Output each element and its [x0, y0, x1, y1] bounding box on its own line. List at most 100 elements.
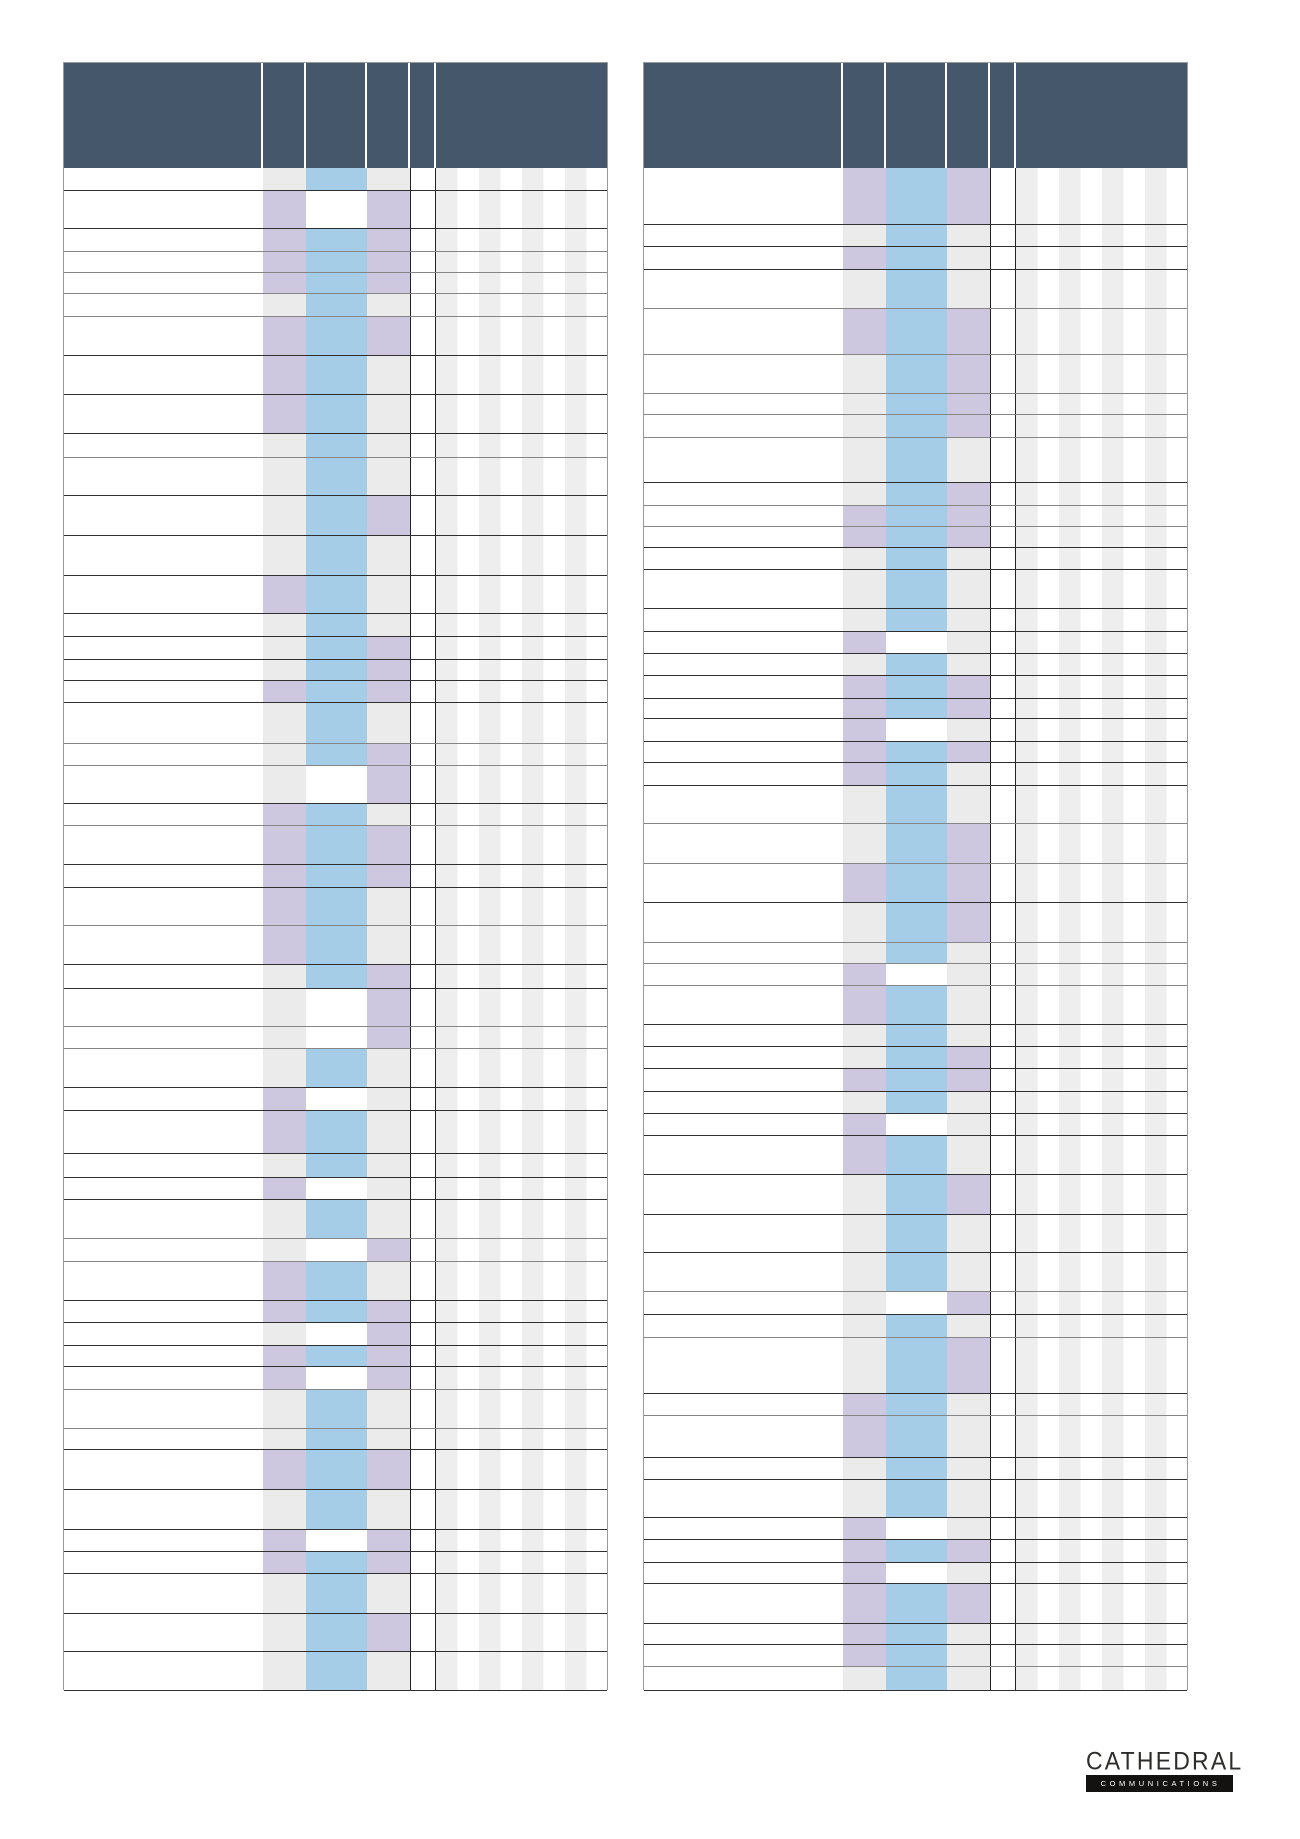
- cell-highlight-1: [263, 1652, 307, 1690]
- cell-highlight-2: [306, 356, 367, 394]
- cell-name: [644, 1563, 844, 1583]
- cell-striped: [435, 1530, 607, 1551]
- table-row: [644, 394, 1187, 415]
- table-row: [644, 1114, 1187, 1136]
- cell-name: [64, 1154, 264, 1177]
- cell-highlight-2: [886, 1540, 947, 1562]
- cell-highlight-3: [366, 681, 410, 702]
- cell-name: [644, 394, 844, 414]
- cell-highlight-3: [366, 865, 410, 887]
- table-row: [64, 1323, 607, 1346]
- cell-highlight-3: [946, 1292, 990, 1314]
- table-row: [64, 766, 607, 804]
- table-row: [644, 225, 1187, 247]
- cell-striped: [1015, 654, 1187, 675]
- cell-narrow: [409, 395, 436, 433]
- cell-striped: [1015, 225, 1187, 246]
- cell-striped: [435, 294, 607, 316]
- cell-highlight-2: [886, 483, 947, 505]
- table-row: [644, 609, 1187, 632]
- cell-highlight-1: [843, 1584, 887, 1623]
- services-matrix-table-right: [643, 62, 1188, 1691]
- cell-striped: [435, 229, 607, 251]
- cell-highlight-3: [366, 395, 410, 433]
- logo-wordmark: CATHEDRAL: [1086, 1746, 1244, 1775]
- cell-highlight-1: [263, 1367, 307, 1389]
- table-row: [64, 826, 607, 865]
- cell-name: [644, 1136, 844, 1174]
- cell-highlight-2: [886, 438, 947, 482]
- table-row: [644, 742, 1187, 763]
- table-row: [64, 888, 607, 926]
- cell-narrow: [409, 1390, 436, 1428]
- cell-highlight-3: [946, 1540, 990, 1562]
- cell-narrow: [989, 1480, 1016, 1517]
- table-row: [644, 309, 1187, 355]
- cell-highlight-3: [946, 964, 990, 985]
- header-cell-1: [843, 63, 887, 168]
- cell-highlight-1: [843, 309, 887, 354]
- cell-name: [644, 676, 844, 698]
- cell-highlight-3: [366, 660, 410, 680]
- cell-striped: [1015, 1114, 1187, 1135]
- cell-highlight-1: [843, 548, 887, 569]
- table-row: [64, 294, 607, 317]
- cell-highlight-2: [886, 1416, 947, 1457]
- cell-name: [64, 1574, 264, 1613]
- cell-striped: [1015, 1480, 1187, 1517]
- cell-highlight-1: [263, 1111, 307, 1153]
- cell-highlight-3: [946, 1253, 990, 1291]
- table-row: [644, 570, 1187, 609]
- table-row: [644, 415, 1187, 438]
- table-row: [64, 168, 607, 191]
- cell-highlight-1: [843, 483, 887, 505]
- header-cell-4: [409, 63, 436, 168]
- cell-narrow: [409, 496, 436, 535]
- cell-narrow: [409, 1429, 436, 1449]
- cell-highlight-2: [306, 1027, 367, 1048]
- cell-narrow: [989, 1315, 1016, 1337]
- cell-narrow: [409, 614, 436, 636]
- cell-narrow: [409, 989, 436, 1026]
- cell-highlight-3: [366, 1301, 410, 1322]
- cell-highlight-1: [843, 1518, 887, 1539]
- cell-striped: [1015, 1667, 1187, 1690]
- cell-striped: [435, 1390, 607, 1428]
- cell-highlight-2: [306, 1490, 367, 1529]
- cell-narrow: [989, 570, 1016, 608]
- cell-highlight-2: [306, 1049, 367, 1087]
- cell-highlight-3: [946, 632, 990, 653]
- cell-highlight-2: [306, 317, 367, 355]
- cell-highlight-3: [946, 225, 990, 246]
- table-row: [644, 483, 1187, 506]
- table-header: [64, 63, 607, 168]
- cell-highlight-3: [366, 888, 410, 925]
- cell-narrow: [409, 1367, 436, 1389]
- cell-highlight-2: [886, 1092, 947, 1113]
- cell-highlight-1: [263, 1450, 307, 1489]
- cell-narrow: [989, 1338, 1016, 1393]
- cell-striped: [1015, 1069, 1187, 1091]
- cell-striped: [435, 888, 607, 925]
- cell-narrow: [989, 1253, 1016, 1291]
- table-row: [644, 1667, 1187, 1691]
- cell-highlight-2: [306, 1552, 367, 1573]
- cell-striped: [1015, 394, 1187, 414]
- cell-narrow: [409, 660, 436, 680]
- cell-highlight-2: [306, 1178, 367, 1199]
- table-row: [64, 1027, 607, 1049]
- cell-highlight-2: [886, 1480, 947, 1517]
- table-row: [64, 1111, 607, 1154]
- cell-highlight-3: [366, 1323, 410, 1345]
- cell-highlight-2: [886, 609, 947, 631]
- cell-highlight-1: [843, 1292, 887, 1314]
- table-row: [644, 1584, 1187, 1624]
- cell-name: [644, 483, 844, 505]
- cell-highlight-1: [843, 864, 887, 902]
- cell-name: [644, 964, 844, 985]
- cell-striped: [1015, 986, 1187, 1024]
- cell-highlight-3: [366, 637, 410, 659]
- cell-name: [644, 1624, 844, 1644]
- cell-striped: [435, 804, 607, 825]
- table-row: [64, 703, 607, 744]
